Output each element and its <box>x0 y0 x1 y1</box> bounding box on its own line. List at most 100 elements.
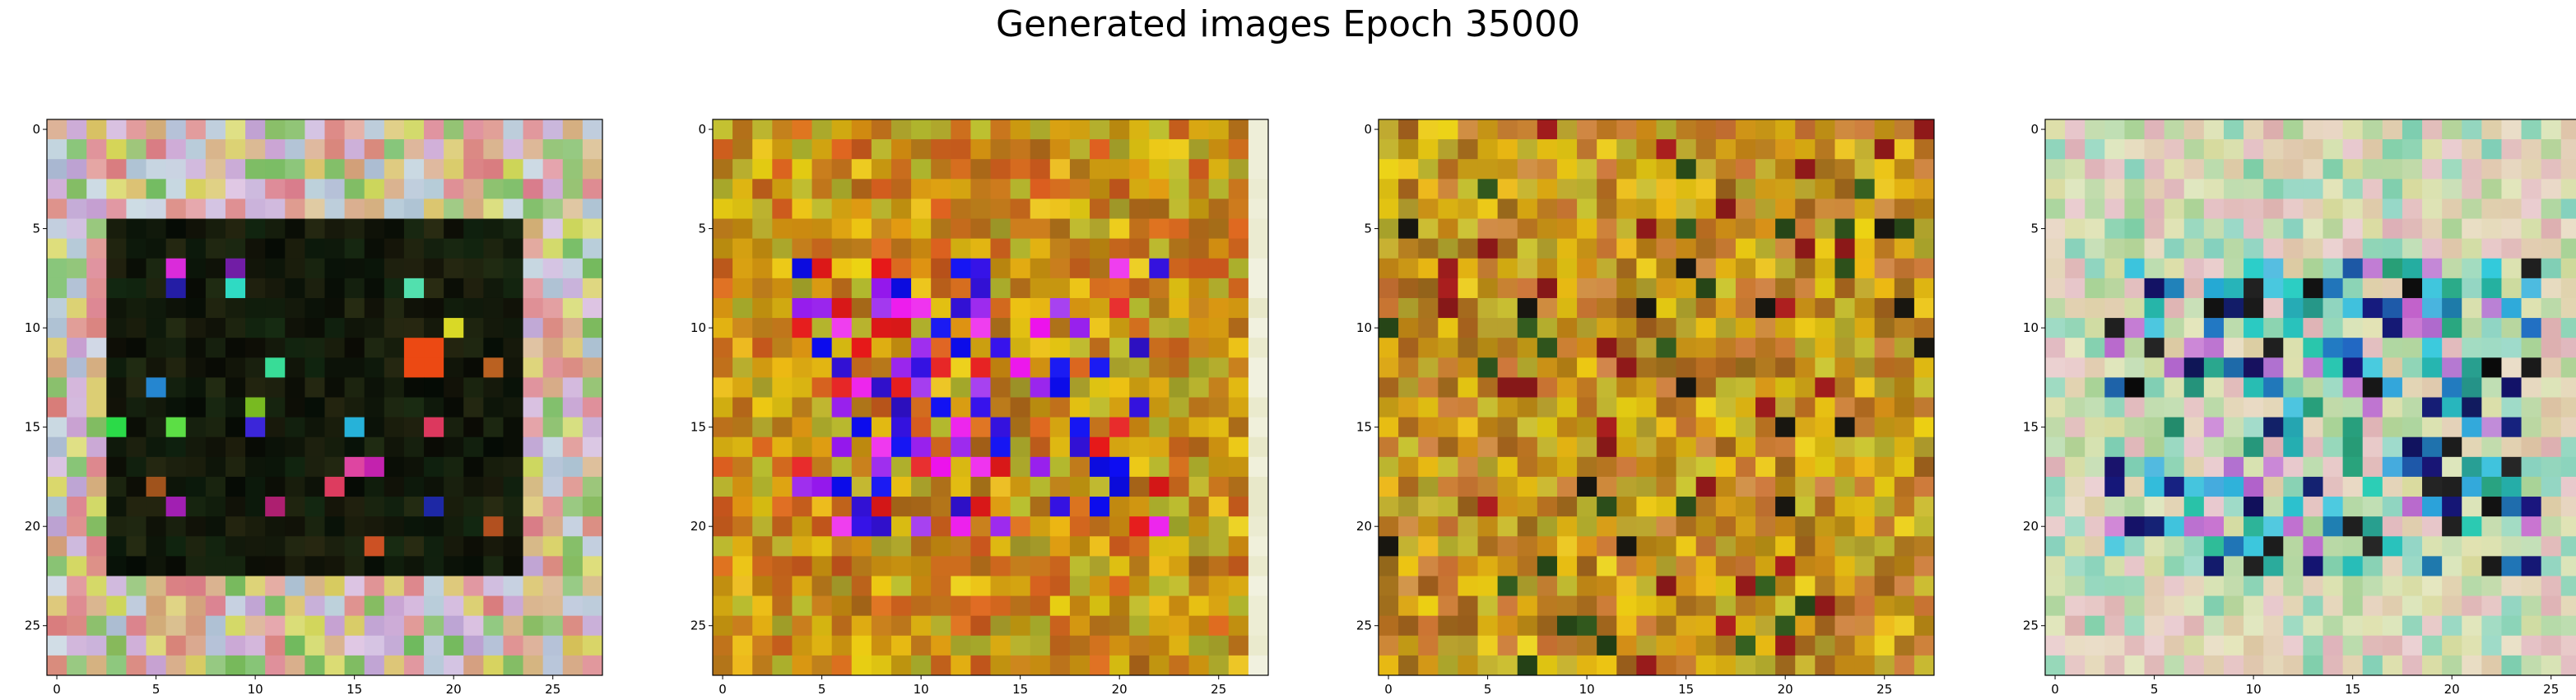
pixel-cell <box>2183 516 2205 537</box>
pixel-cell <box>2203 159 2225 180</box>
pixel-cell <box>2462 297 2482 319</box>
pixel-cell <box>1755 516 1776 537</box>
pixel-cell <box>2541 278 2562 299</box>
pixel-cell <box>931 119 951 140</box>
pixel-cell <box>2104 159 2125 180</box>
pixel-cell <box>1517 218 1538 240</box>
pixel-cell <box>1834 497 1856 517</box>
pixel-cell <box>1228 159 1249 180</box>
pixel-cell <box>1894 556 1915 576</box>
pixel-cell <box>2244 318 2264 338</box>
pixel-cell <box>2183 377 2205 398</box>
pixel-cell <box>1188 476 1210 497</box>
pixel-cell <box>265 377 286 398</box>
pixel-cell <box>1010 436 1031 458</box>
pixel-cell <box>1636 318 1657 338</box>
pixel-cell <box>2541 377 2562 398</box>
pixel-cell <box>2244 556 2264 576</box>
pixel-cell <box>324 238 346 259</box>
pixel-cell <box>2065 595 2085 617</box>
pixel-cell <box>1874 218 1895 240</box>
pixel-cell <box>1656 556 1677 576</box>
pixel-cell <box>2183 497 2205 517</box>
pixel-cell <box>86 397 107 418</box>
pixel-cell <box>2223 655 2244 676</box>
pixel-cell <box>1715 357 1737 378</box>
pixel-cell <box>1228 278 1249 299</box>
pixel-cell <box>86 377 107 398</box>
pixel-cell <box>792 198 813 220</box>
pixel-cell <box>165 615 187 637</box>
pixel-cell <box>1458 258 1479 279</box>
pixel-cell <box>2402 556 2423 576</box>
pixel-cell <box>911 139 932 160</box>
pixel-cell <box>2442 655 2462 676</box>
pixel-cell <box>851 417 872 438</box>
pixel-cell <box>2462 476 2482 497</box>
pixel-cell <box>1010 119 1031 140</box>
pixel-cell <box>1169 179 1190 199</box>
pixel-cell <box>165 476 187 497</box>
pixel-cell <box>344 119 365 140</box>
pixel-cell <box>2560 377 2576 398</box>
pixel-cell <box>931 417 951 438</box>
pixel-cell <box>424 119 444 140</box>
pixel-cell <box>146 635 167 656</box>
pixel-cell <box>890 576 912 597</box>
pixel-cell <box>2283 436 2304 458</box>
pixel-cell <box>1149 357 1169 378</box>
pixel-cell <box>1556 516 1578 537</box>
pixel-cell <box>1188 497 1210 517</box>
pixel-cell <box>582 159 603 180</box>
pixel-cell <box>2560 338 2576 358</box>
pixel-cell <box>67 556 87 576</box>
pixel-cell <box>911 536 932 557</box>
pixel-cell <box>1458 456 1479 478</box>
pixel-cell <box>890 397 912 418</box>
pixel-cell <box>225 179 246 199</box>
y-tick-label: 10 <box>25 320 40 335</box>
pixel-cell <box>811 476 833 497</box>
pixel-cell <box>1188 536 1210 557</box>
pixel-cell <box>2124 436 2146 458</box>
pixel-cell <box>811 179 833 199</box>
pixel-cell <box>871 615 892 637</box>
pixel-cell <box>1874 119 1895 140</box>
pixel-cell <box>1208 357 1230 378</box>
axes-frame <box>2044 119 2576 676</box>
pixel-cell <box>185 655 207 676</box>
pixel-cell <box>1049 119 1071 140</box>
pixel-cell <box>2402 119 2423 140</box>
pixel-cell <box>851 595 872 617</box>
pixel-cell <box>1616 198 1637 220</box>
pixel-cell <box>1537 318 1558 338</box>
pixel-cell <box>2144 576 2165 597</box>
pixel-cell <box>1438 436 1458 458</box>
pixel-cell <box>542 516 564 537</box>
pixel-cell <box>503 417 524 438</box>
pixel-cell <box>970 119 991 140</box>
pixel-cell <box>2085 456 2105 478</box>
pixel-cell <box>364 436 385 458</box>
pixel-cell <box>265 198 286 220</box>
pixel-cell <box>990 655 1011 676</box>
pixel-cell <box>503 139 524 160</box>
pixel-cell <box>1616 397 1637 418</box>
pixel-cell <box>2144 218 2165 240</box>
pixel-cell <box>1795 615 1816 637</box>
pixel-cell <box>1497 179 1518 199</box>
pixel-cell <box>384 357 405 378</box>
pixel-cell <box>364 198 385 220</box>
pixel-cell <box>2104 179 2125 199</box>
pixel-cell <box>1577 595 1597 617</box>
pixel-cell <box>403 417 425 438</box>
pixel-cell <box>1854 278 1876 299</box>
pixel-cell <box>1894 318 1915 338</box>
pixel-cell <box>503 536 524 557</box>
pixel-cell <box>1755 536 1776 557</box>
pixel-cell <box>126 516 147 537</box>
pixel-cell <box>1616 516 1637 537</box>
pixel-cell <box>811 456 833 478</box>
pixel-cell <box>2422 377 2443 398</box>
pixel-cell <box>931 635 951 656</box>
